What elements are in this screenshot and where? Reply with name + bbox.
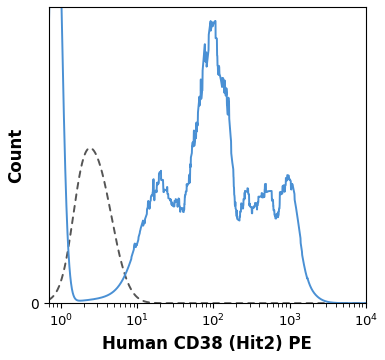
X-axis label: Human CD38 (Hit2) PE: Human CD38 (Hit2) PE — [102, 335, 312, 353]
Y-axis label: Count: Count — [7, 127, 25, 183]
